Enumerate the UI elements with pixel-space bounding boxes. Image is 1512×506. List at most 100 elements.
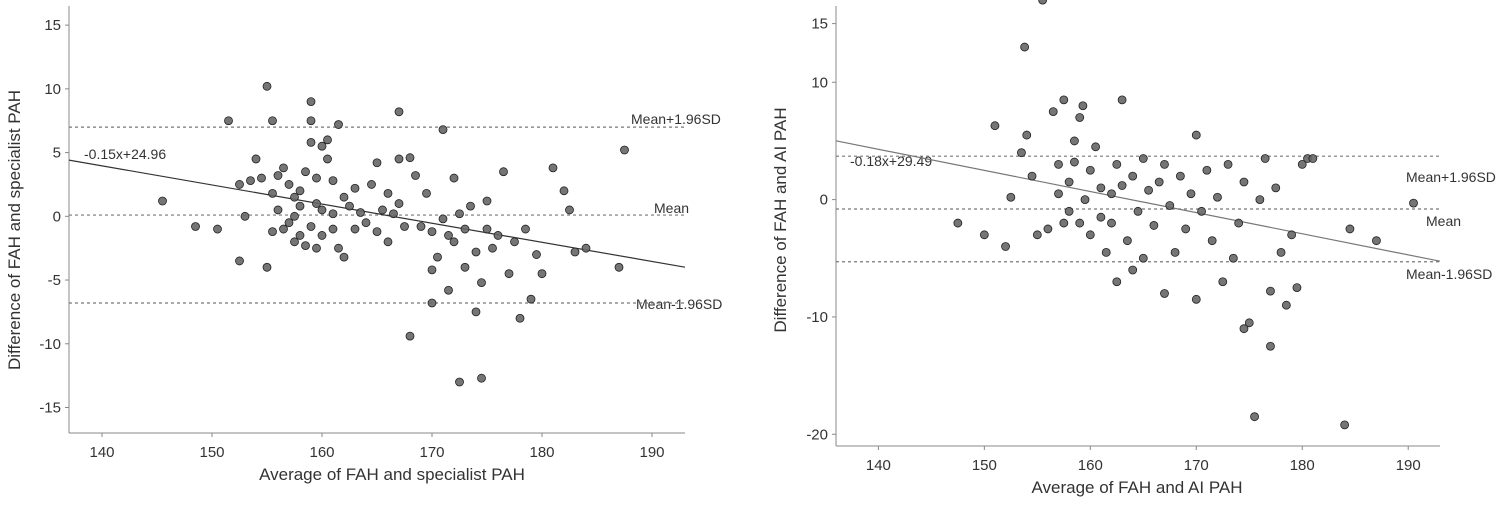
left-data-point	[460, 262, 470, 272]
right-data-point	[1117, 95, 1127, 105]
left-data-point	[477, 278, 486, 287]
left-data-point	[235, 256, 244, 266]
right-data-point	[1191, 294, 1201, 304]
right-x-tick-label: 190	[1396, 457, 1421, 474]
right-data-point	[1085, 165, 1095, 175]
left-data-point	[416, 222, 426, 231]
right-data-point	[1160, 159, 1169, 169]
left-data-point	[372, 227, 382, 237]
left-data-point	[620, 145, 629, 155]
right-data-point	[1032, 230, 1042, 240]
right-data-point	[1287, 230, 1297, 240]
left-data-point	[383, 237, 393, 247]
right-data-point	[1085, 230, 1095, 240]
left-data-point	[361, 218, 371, 228]
left-data-point	[460, 224, 470, 234]
right-data-point	[1160, 289, 1169, 298]
right-x-tick-label: 140	[866, 457, 891, 474]
right-data-point	[1075, 113, 1085, 122]
right-y-axis-title: Difference of FAH and AI PAH	[771, 107, 790, 332]
right-data-point	[1260, 154, 1270, 163]
left-y-tick-label: 0	[53, 208, 61, 225]
left-data-point	[471, 307, 481, 317]
right-y-tick-label: 0	[820, 192, 828, 209]
right-data-point	[1027, 171, 1037, 181]
right-data-point	[1101, 247, 1111, 257]
left-data-point	[345, 201, 354, 211]
left-mean-label: Mean	[654, 200, 689, 216]
left-data-point	[306, 137, 316, 147]
left-data-point	[614, 262, 624, 272]
left-data-point	[273, 205, 283, 215]
left-data-point	[455, 209, 464, 219]
left-data-point	[383, 188, 393, 198]
left-data-point	[268, 188, 277, 198]
left-data-point	[394, 107, 404, 117]
right-data-point	[1266, 286, 1275, 296]
right-data-point	[1154, 177, 1164, 187]
left-x-tick-label: 140	[89, 444, 114, 461]
left-data-point	[449, 237, 459, 247]
left-data-point	[378, 205, 387, 215]
left-y-tick-label: 10	[44, 81, 61, 98]
right-data-point	[1239, 177, 1249, 187]
left-data-point	[394, 199, 404, 208]
right-data-point	[1096, 212, 1106, 222]
left-data-point	[257, 173, 266, 183]
left-data-point	[279, 163, 288, 173]
left-y-axis-title: Difference of FAH and specialist PAH	[5, 90, 24, 370]
left-data-point	[295, 231, 305, 240]
left-data-point	[301, 167, 310, 177]
left-data-point	[312, 199, 321, 208]
right-data-point	[1292, 283, 1302, 293]
left-data-point	[306, 222, 316, 231]
left-data-point	[306, 97, 316, 106]
left-data-point	[240, 211, 250, 221]
left-data-point	[411, 171, 420, 180]
left-data-point	[438, 125, 448, 135]
right-data-point	[990, 121, 1000, 131]
left-upper-limit-label: Mean+1.96SD	[631, 111, 721, 127]
right-data-point	[1149, 221, 1159, 230]
right-data-point	[1112, 159, 1122, 169]
left-data-point	[471, 247, 481, 257]
left-data-point	[521, 224, 530, 234]
left-x-tick-label: 170	[419, 444, 444, 461]
right-x-tick-label: 180	[1290, 457, 1315, 474]
right-data-point	[1017, 148, 1026, 158]
left-y-tick-label: 15	[44, 17, 61, 34]
right-data-point	[1048, 107, 1058, 116]
right-data-point	[1340, 420, 1350, 430]
left-data-point	[570, 247, 580, 257]
right-y-tick-label: 15	[811, 16, 828, 33]
right-x-tick-label: 170	[1184, 457, 1209, 474]
right-data-point	[1091, 142, 1101, 152]
left-data-point	[262, 262, 272, 272]
left-data-point	[537, 269, 547, 279]
left-data-point	[532, 250, 541, 259]
right-data-point	[1255, 195, 1265, 205]
right-data-point	[1128, 265, 1138, 275]
left-data-point	[510, 237, 519, 247]
right-data-point	[1213, 192, 1222, 202]
left-data-point	[317, 231, 327, 240]
left-data-point	[191, 222, 200, 231]
right-data-point	[1059, 218, 1069, 228]
left-data-point	[405, 331, 415, 341]
right-data-point	[1054, 159, 1063, 169]
right-data-point	[1202, 165, 1212, 175]
left-data-point	[246, 176, 255, 186]
right-data-point	[1223, 159, 1233, 169]
left-data-point	[350, 183, 360, 193]
left-data-point	[262, 81, 272, 91]
right-data-point	[979, 230, 989, 240]
right-data-point	[1308, 154, 1318, 163]
right-data-point	[1372, 236, 1381, 246]
left-data-point	[477, 373, 486, 383]
left-data-point	[317, 205, 327, 215]
right-data-point	[1244, 318, 1254, 328]
right-data-point	[1070, 157, 1079, 167]
right-data-point	[1078, 101, 1088, 111]
left-y-tick-label: -5	[48, 272, 61, 289]
